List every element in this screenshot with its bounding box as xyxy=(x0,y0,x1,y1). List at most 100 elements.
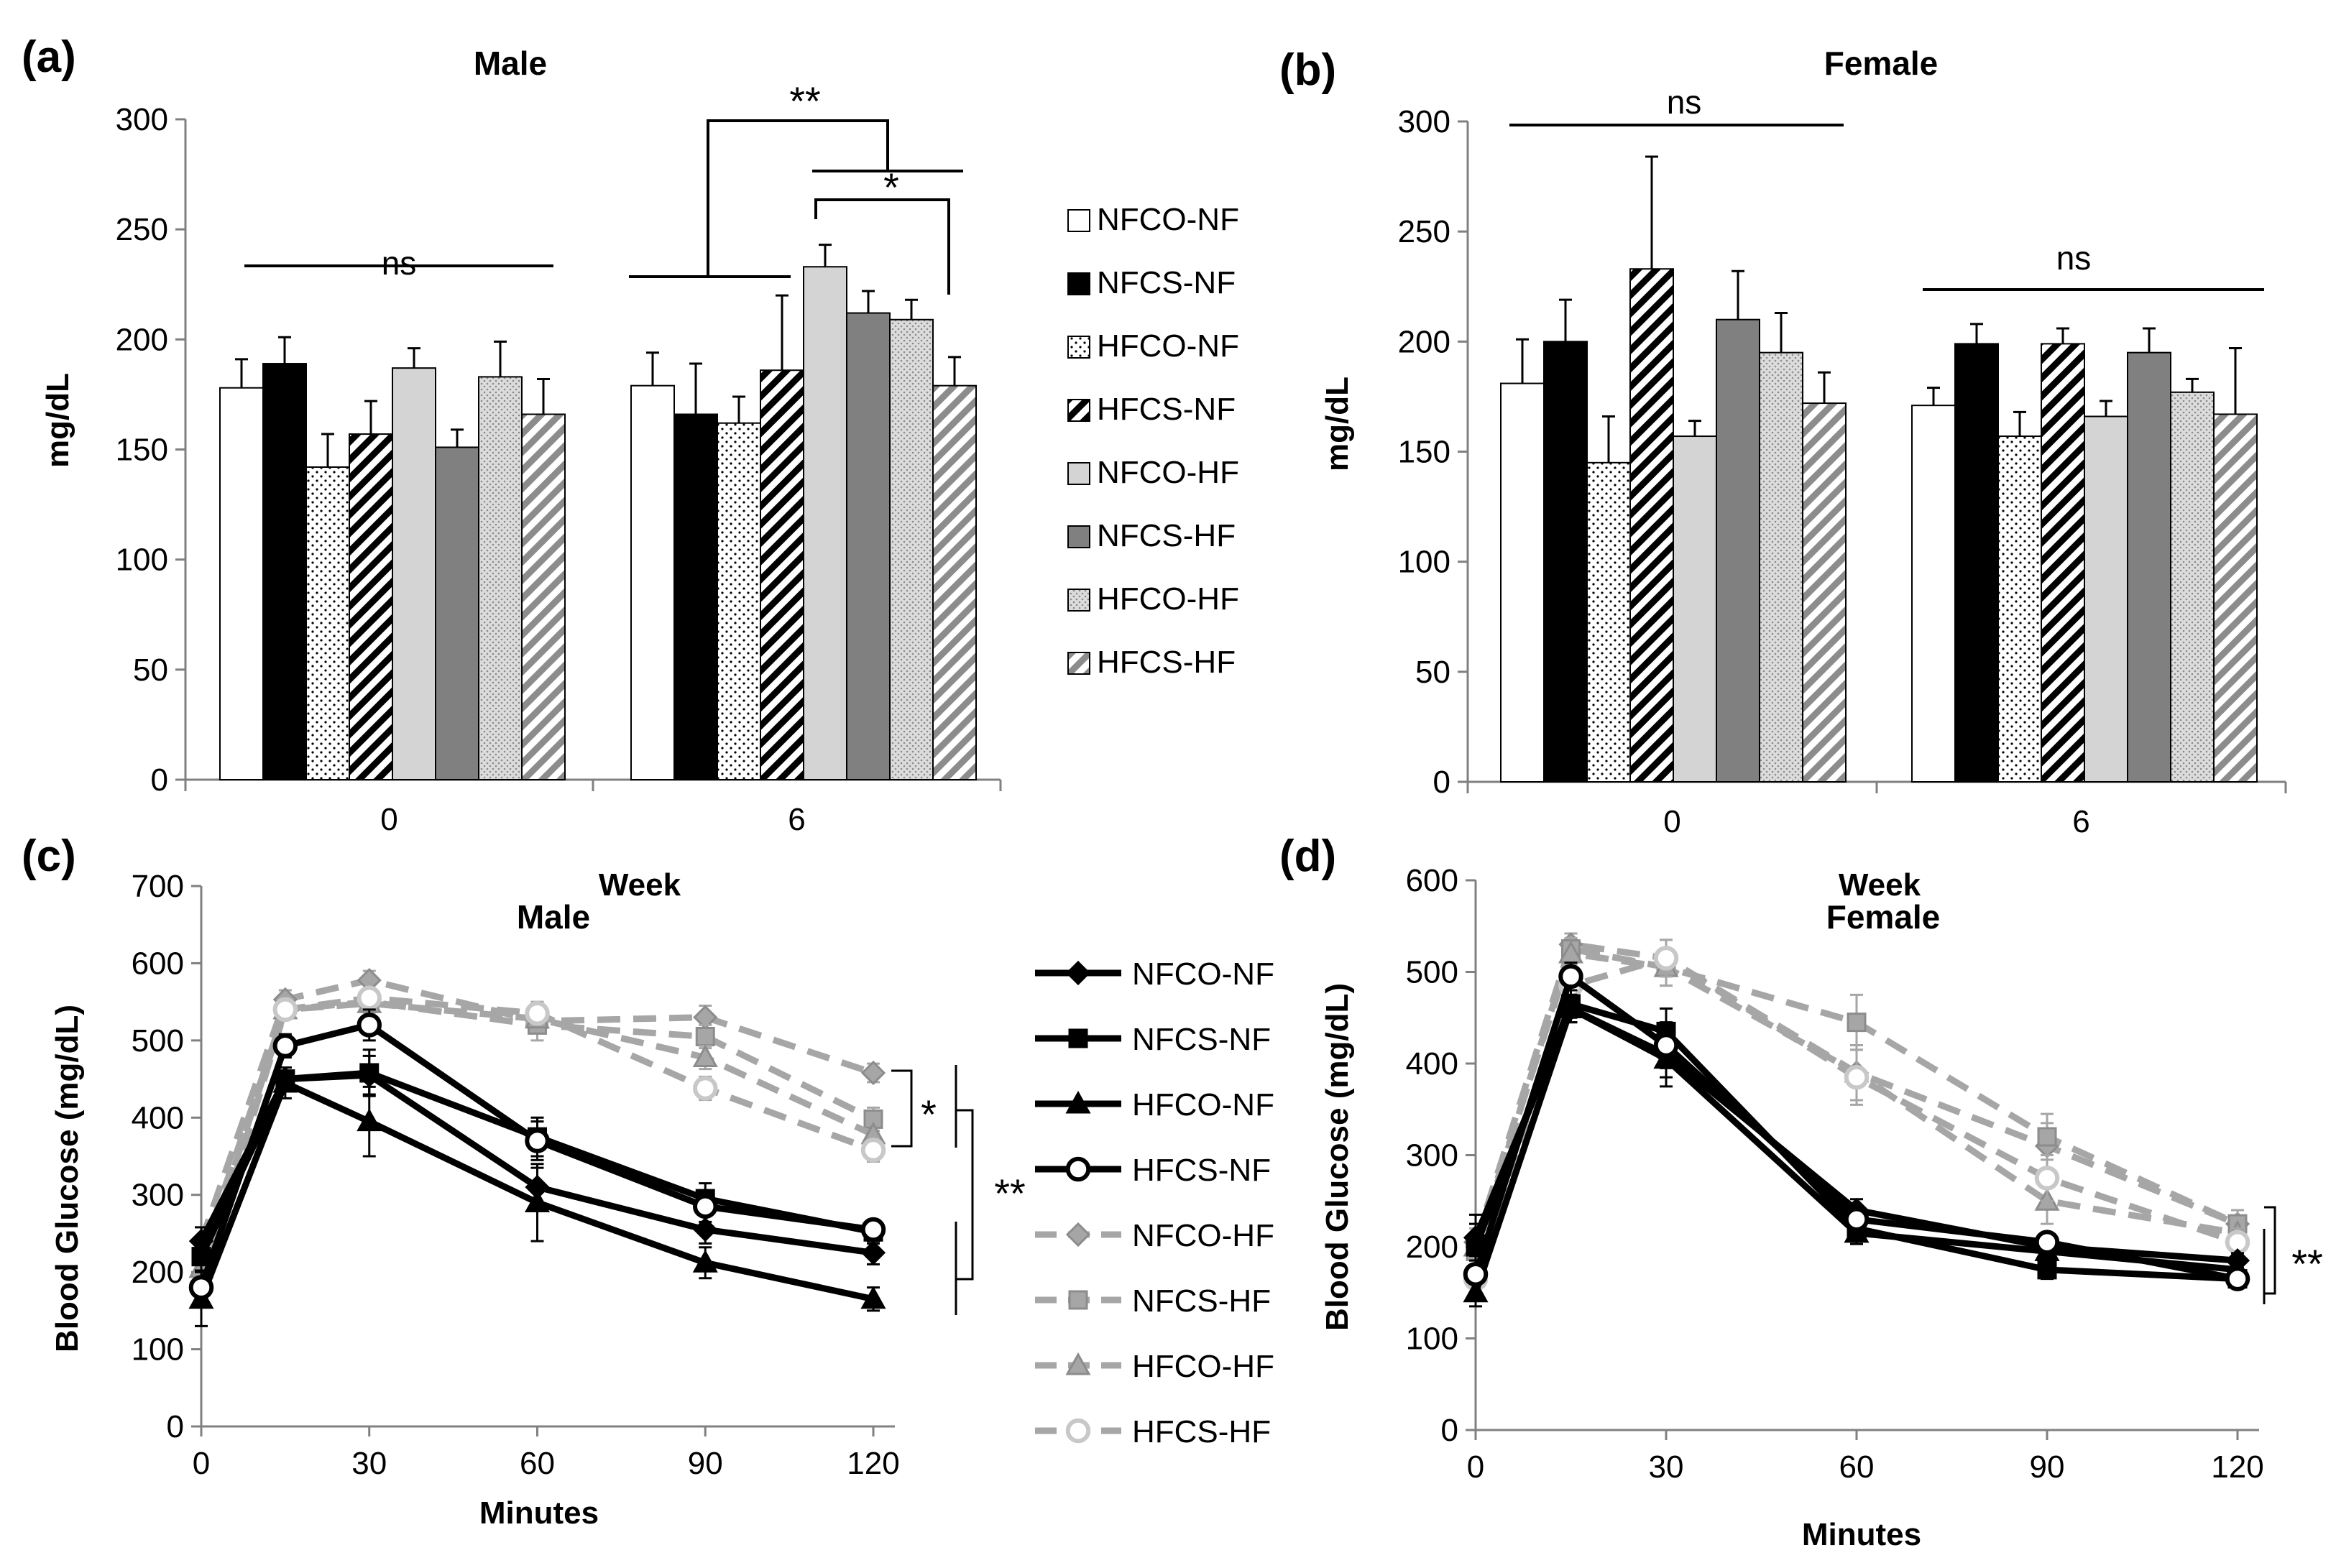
y-tick-label: 150 xyxy=(116,433,168,468)
point-nfcs-hf-t60 xyxy=(1847,1013,1867,1033)
panel-d-xticks: 0 30 60 90 120 xyxy=(1467,1430,2264,1485)
bar-hfco-hf-week-6 xyxy=(2170,391,2215,783)
y-tick-label: 300 xyxy=(1398,104,1450,139)
bar-nfco-nf-week-0 xyxy=(1500,382,1545,783)
legend-swatch-hfco-nf xyxy=(1067,336,1090,359)
panel-b-ylabel: mg/dL xyxy=(1320,377,1355,471)
panel-d-lines xyxy=(1463,932,2250,1308)
legend-swatch-nfcs-hf xyxy=(1067,525,1090,548)
y-tick-label: 100 xyxy=(132,1332,184,1368)
legend-marker-nfcs-nf xyxy=(1068,1028,1088,1048)
point-nfcs-hf-t90 xyxy=(2037,1127,2057,1147)
double-star-label: ** xyxy=(2291,1241,2323,1286)
legend-marker-hfcs-nf xyxy=(1065,1156,1091,1182)
single-star-label: * xyxy=(883,165,899,210)
y-tick-label: 100 xyxy=(1398,545,1450,580)
bar-nfco-nf-week-6 xyxy=(1911,405,1956,783)
panel-d-title: Female xyxy=(1826,898,1941,936)
legend-marker-nfco-hf xyxy=(1065,1222,1091,1248)
y-tick-label: 0 xyxy=(151,762,168,798)
panel-c-annotations: * ** xyxy=(891,1065,1026,1315)
line-hfco-hf xyxy=(198,1000,875,1270)
point-hfco-nf-t60 xyxy=(524,1189,551,1212)
panel-d-female-line-chart: (d) Female Blood Glucose (mg/dL) Minutes… xyxy=(1279,831,2323,1552)
x-tick-label-week-6: 6 xyxy=(2072,804,2089,839)
legend-entry-hfco-nf: HFCO-NF xyxy=(1035,1087,1274,1122)
legend-marker-hfco-hf xyxy=(1065,1352,1091,1375)
legend-swatch-hfco-hf xyxy=(1067,589,1090,612)
bar-hfcs-nf-week-0 xyxy=(349,433,393,780)
single-star-bracket xyxy=(891,1069,913,1148)
point-hfcs-nf-t90 xyxy=(2034,1230,2060,1255)
x-tick-label: 90 xyxy=(688,1446,723,1481)
point-hfcs-hf-t30 xyxy=(1653,946,1679,971)
y-tick-label: 250 xyxy=(1398,214,1450,249)
panel-d-label: (d) xyxy=(1279,831,1336,881)
panel-d-xlabel: Minutes xyxy=(1802,1517,1921,1552)
x-tick-label: 120 xyxy=(847,1446,899,1481)
series-hfcs-nf xyxy=(188,1008,886,1304)
point-nfco-nf-t120 xyxy=(860,1240,886,1265)
ns-label-week6: ns xyxy=(2056,239,2092,277)
y-tick-label: 600 xyxy=(132,946,184,981)
legend-label-hfcs-nf: HFCS-NF xyxy=(1132,1153,1271,1188)
y-tick-label: 300 xyxy=(1406,1138,1458,1173)
line-hfco-nf xyxy=(198,1078,874,1303)
legend-label-hfco-hf: HFCO-HF xyxy=(1097,581,1239,617)
bar-nfcs-nf-week-0 xyxy=(262,363,307,780)
line-hfcs-nf xyxy=(198,1021,874,1289)
point-hfcs-hf-t90 xyxy=(693,1076,718,1101)
legend-swatch-hfcs-hf xyxy=(1067,652,1090,675)
point-hfcs-nf-t60 xyxy=(525,1128,550,1153)
panel-b-label: (b) xyxy=(1279,45,1336,95)
legend-swatch-nfcs-nf xyxy=(1067,272,1090,295)
y-tick-label: 400 xyxy=(132,1100,184,1135)
line-hfco-nf xyxy=(1472,1004,2238,1294)
y-tick-label: 700 xyxy=(132,869,184,904)
panel-c-yticks: 0 100 200 300 400 500 600 700 xyxy=(132,869,201,1444)
panel-c-lines xyxy=(188,967,886,1327)
legend-marker-hfcs-hf xyxy=(1065,1418,1091,1444)
y-tick-label: 200 xyxy=(132,1255,184,1290)
bar-hfcs-nf-week-0 xyxy=(1629,268,1674,783)
panel-a-yticks: 0 50 100 150 200 250 300 xyxy=(116,102,185,798)
legend-label-nfco-nf: NFCO-NF xyxy=(1097,202,1239,237)
y-tick-label: 100 xyxy=(1406,1322,1458,1357)
x-tick-label: 0 xyxy=(1467,1449,1484,1485)
bar-hfcs-hf-week-6 xyxy=(932,384,977,780)
line-nfcs-nf xyxy=(198,1069,874,1258)
double-star-bracket xyxy=(956,1109,974,1281)
y-tick-label: 100 xyxy=(116,543,168,578)
point-hfcs-nf-t120 xyxy=(2225,1266,2250,1291)
x-tick-label: 0 xyxy=(193,1446,210,1481)
legend-entry-nfco-nf: NFCO-NF xyxy=(1035,956,1274,992)
bar-hfco-hf-week-0 xyxy=(478,376,523,780)
legend-entry-nfco-hf: NFCO-HF xyxy=(1035,1218,1274,1253)
x-tick-label-week-6: 6 xyxy=(788,802,805,837)
legend-label-hfcs-nf: HFCS-NF xyxy=(1097,392,1236,427)
legend-label-hfcs-hf: HFCS-HF xyxy=(1132,1414,1271,1449)
panel-c-xticks: 0 30 60 90 120 xyxy=(193,1426,900,1481)
legend-label-hfco-nf: HFCO-NF xyxy=(1097,328,1239,364)
bar-nfcs-nf-week-6 xyxy=(673,413,718,781)
point-nfcs-hf-t90 xyxy=(695,1026,715,1046)
y-tick-label: 0 xyxy=(167,1409,184,1444)
x-tick-label: 90 xyxy=(2030,1449,2065,1485)
bar-nfco-hf-week-0 xyxy=(1673,435,1717,783)
panel-c-ylabel: Blood Glucose (mg/dL) xyxy=(50,1005,85,1352)
x-tick-label: 60 xyxy=(520,1446,555,1481)
point-hfcs-nf-t120 xyxy=(860,1217,886,1242)
bar-nfco-nf-week-6 xyxy=(630,384,675,780)
panel-d-ylabel: Blood Glucose (mg/dL) xyxy=(1320,983,1355,1331)
legend-label-hfco-hf: HFCO-HF xyxy=(1132,1349,1274,1384)
y-tick-label: 300 xyxy=(116,102,168,137)
y-tick-label: 0 xyxy=(1433,765,1450,800)
panel-d-axes xyxy=(1474,880,2259,1431)
point-hfcs-nf-t15 xyxy=(272,1033,298,1059)
bar-nfco-hf-week-6 xyxy=(803,266,847,780)
x-tick-label: 60 xyxy=(1839,1449,1875,1485)
point-hfcs-hf-t60 xyxy=(1844,1064,1870,1090)
point-hfcs-hf-t30 xyxy=(357,985,382,1011)
point-hfco-nf-t15 xyxy=(1558,995,1584,1018)
